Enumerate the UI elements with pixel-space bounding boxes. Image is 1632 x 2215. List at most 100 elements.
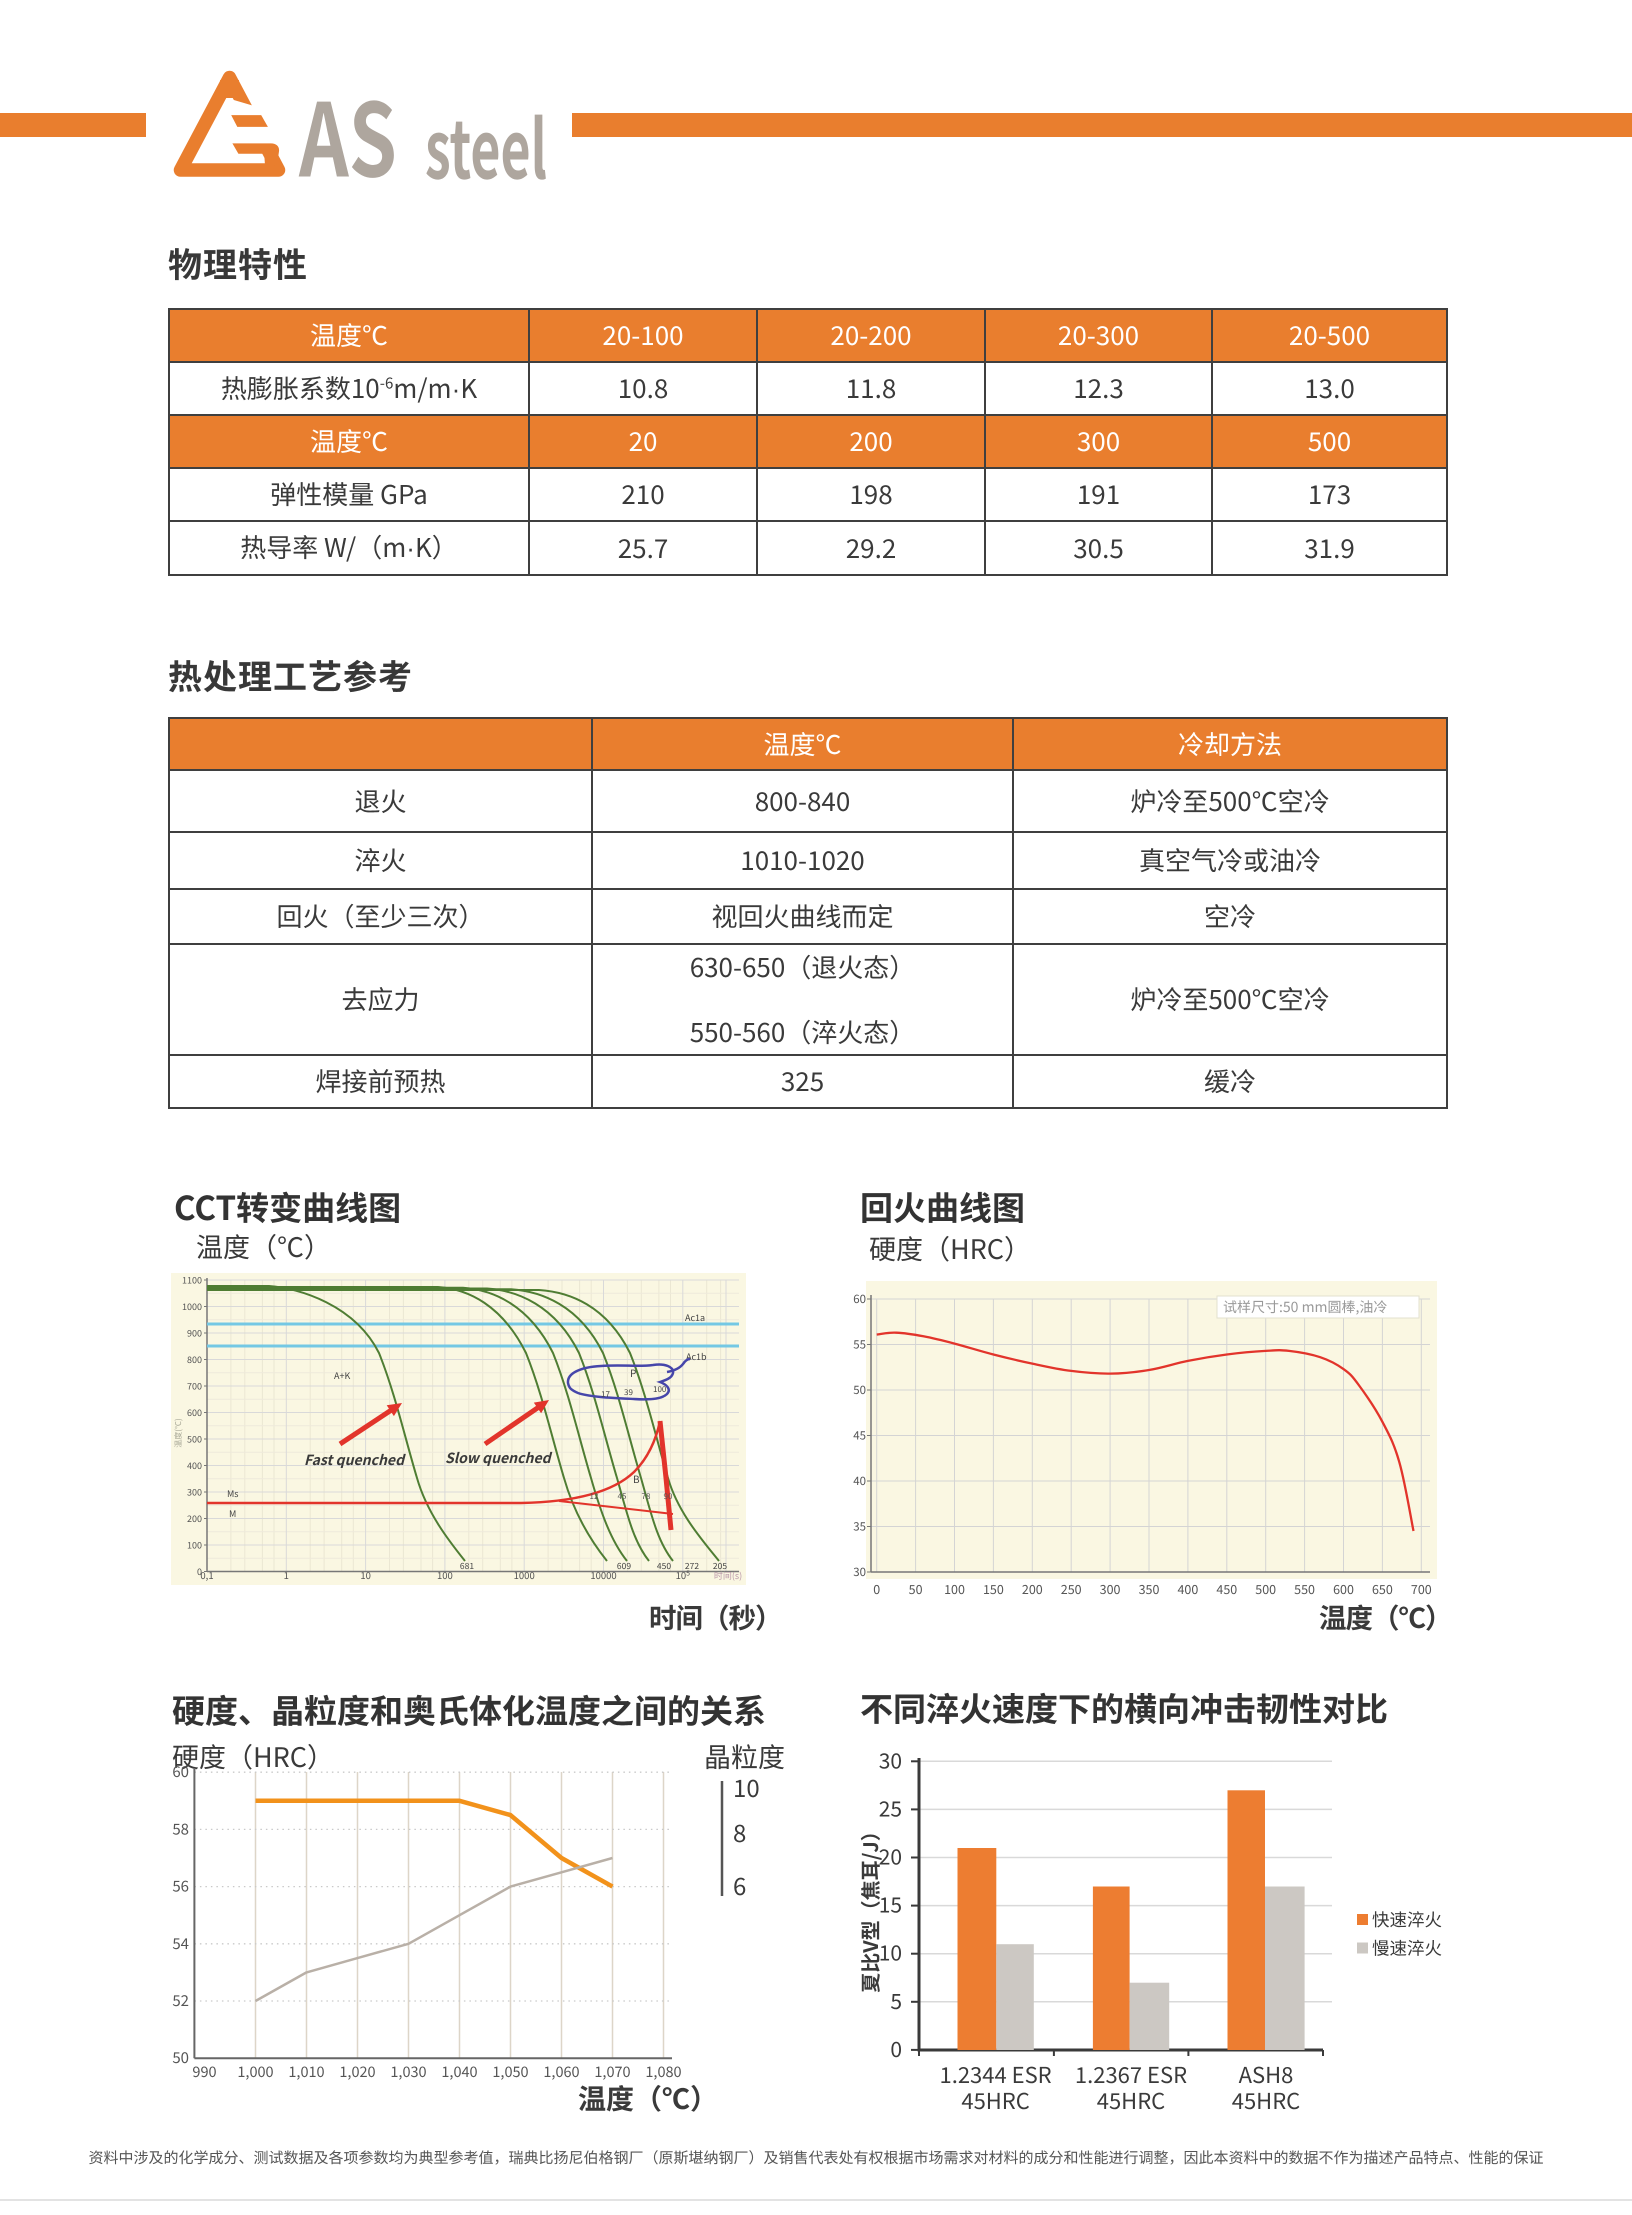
svg-text:20: 20 [879,1842,902,1872]
svg-text:60: 60 [853,1291,866,1307]
svg-text:45HRC: 45HRC [1232,2084,1300,2116]
svg-text:450: 450 [1216,1579,1237,1598]
svg-text:78: 78 [642,1491,651,1502]
svg-text:550: 550 [1294,1579,1315,1598]
svg-text:10: 10 [360,1568,371,1582]
svg-text:45HRC: 45HRC [961,2084,1029,2116]
svg-text:100: 100 [187,1539,202,1552]
svg-text:1: 1 [284,1568,289,1582]
svg-text:56: 56 [172,1876,189,1897]
svg-text:17: 17 [601,1389,610,1400]
svg-text:慢速淬火: 慢速淬火 [1372,1936,1442,1961]
svg-text:450: 450 [657,1560,671,1572]
svg-text:10: 10 [733,1769,760,1804]
svg-text:10: 10 [879,1938,902,1968]
svg-text:1,010: 1,010 [288,2061,324,2082]
svg-text:100: 100 [653,1384,667,1395]
svg-text:45: 45 [853,1428,866,1444]
svg-text:500: 500 [187,1433,202,1446]
svg-text:681: 681 [460,1560,474,1572]
svg-text:700: 700 [187,1380,202,1393]
svg-text:25: 25 [879,1793,902,1823]
svg-text:1,060: 1,060 [543,2061,579,2082]
svg-text:试样尺寸:50 mm圆棒,油冷: 试样尺寸:50 mm圆棒,油冷 [1223,1297,1387,1317]
svg-text:500: 500 [1255,1579,1276,1598]
svg-text:0,1: 0,1 [200,1568,213,1582]
svg-text:60: 60 [172,1761,189,1782]
svg-text:B: B [633,1471,640,1486]
svg-text:55: 55 [853,1337,866,1353]
svg-text:Ms: Ms [227,1487,239,1500]
svg-text:1,000: 1,000 [237,2061,273,2082]
svg-text:0: 0 [873,1579,880,1598]
svg-text:ASH8: ASH8 [1239,2058,1294,2090]
svg-text:200: 200 [1022,1579,1043,1598]
svg-text:350: 350 [1139,1579,1160,1598]
svg-text:Slow quenched: Slow quenched [445,1448,553,1468]
svg-text:52: 52 [172,1990,189,2011]
svg-text:272: 272 [685,1560,699,1572]
svg-text:M: M [229,1507,236,1520]
svg-text:600: 600 [187,1406,202,1419]
svg-text:夏比V型（焦耳/J）: 夏比V型（焦耳/J） [860,1821,884,1992]
svg-text:39: 39 [624,1387,633,1398]
svg-text:700: 700 [1411,1579,1432,1598]
svg-text:AS: AS [298,62,397,187]
svg-text:1,070: 1,070 [594,2061,630,2082]
svg-text:990: 990 [192,2061,216,2082]
svg-text:1,020: 1,020 [339,2061,375,2082]
svg-text:400: 400 [187,1459,202,1472]
svg-text:90: 90 [664,1491,673,1502]
svg-text:200: 200 [187,1512,202,1525]
svg-text:8: 8 [733,1814,746,1849]
svg-text:40: 40 [853,1473,866,1489]
svg-text:45: 45 [618,1491,627,1502]
svg-text:300: 300 [187,1486,202,1499]
svg-text:30: 30 [879,1750,902,1775]
svg-text:1000: 1000 [514,1568,535,1582]
svg-text:50: 50 [909,1579,923,1598]
svg-text:1,030: 1,030 [390,2061,426,2082]
svg-text:205: 205 [713,1560,727,1572]
svg-text:300: 300 [1100,1579,1121,1598]
svg-text:温度(℃): 温度(℃) [173,1418,184,1447]
svg-text:15: 15 [879,1890,902,1920]
svg-text:250: 250 [1061,1579,1082,1598]
svg-text:12: 12 [590,1491,599,1502]
svg-text:35: 35 [853,1519,866,1535]
svg-text:P: P [630,1365,636,1380]
svg-text:Fast quenched: Fast quenched [304,1450,406,1470]
svg-text:100: 100 [944,1579,965,1598]
svg-text:650: 650 [1372,1579,1393,1598]
svg-text:1,080: 1,080 [645,2061,681,2082]
svg-text:A+K: A+K [334,1369,350,1382]
svg-text:1,050: 1,050 [492,2061,528,2082]
svg-text:30: 30 [853,1564,866,1580]
svg-text:150: 150 [983,1579,1004,1598]
svg-text:1.2367 ESR: 1.2367 ESR [1075,2058,1187,2090]
svg-text:10000: 10000 [590,1568,616,1582]
svg-text:6: 6 [733,1867,746,1902]
svg-text:5: 5 [890,1986,902,2016]
svg-text:600: 600 [1333,1579,1354,1598]
svg-text:0: 0 [197,1565,202,1578]
svg-text:45HRC: 45HRC [1097,2084,1165,2116]
svg-text:Ac1a: Ac1a [685,1311,705,1324]
svg-text:1,040: 1,040 [441,2061,477,2082]
svg-text:steel: steel [425,87,547,188]
svg-text:58: 58 [172,1818,189,1839]
svg-text:609: 609 [617,1560,631,1572]
svg-text:快速淬火: 快速淬火 [1372,1907,1442,1932]
svg-text:1.2344 ESR: 1.2344 ESR [940,2058,1052,2090]
svg-text:0: 0 [890,2034,902,2064]
svg-text:时间(s): 时间(s) [714,1569,742,1582]
svg-text:800: 800 [187,1353,202,1366]
svg-text:400: 400 [1177,1579,1198,1598]
svg-text:50: 50 [172,2047,189,2068]
svg-text:Ac1b: Ac1b [686,1350,707,1363]
svg-text:54: 54 [172,1933,189,1954]
svg-text:100: 100 [437,1568,453,1582]
svg-text:1000: 1000 [182,1300,202,1313]
svg-text:900: 900 [187,1327,202,1340]
svg-text:1100: 1100 [182,1274,202,1287]
